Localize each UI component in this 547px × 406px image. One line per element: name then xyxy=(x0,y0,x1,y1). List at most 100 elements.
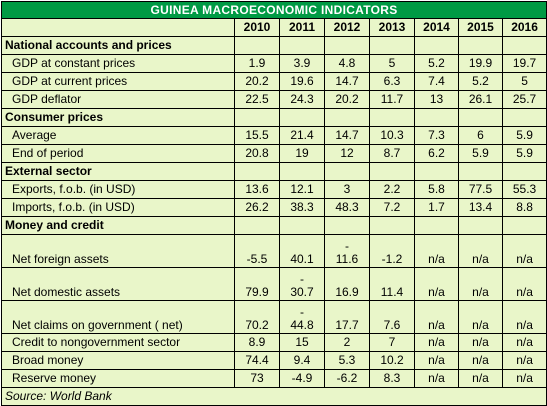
value-cell: 2 xyxy=(324,333,370,352)
value-cell: n/a xyxy=(458,333,503,352)
value-cell: n/a xyxy=(414,333,459,352)
value-cell: 38.3 xyxy=(279,198,325,217)
value-cell: 5 xyxy=(501,72,547,91)
year-header: 2014 xyxy=(414,18,459,37)
value-cell: 15.5 xyxy=(234,126,280,145)
table-row: Net claims on government ( net) 70.2- 44.… xyxy=(1,300,547,334)
value-cell: 7 xyxy=(369,333,415,352)
section-header-cell xyxy=(369,36,415,55)
value-cell: 40.1 xyxy=(279,234,325,268)
row-label: GDP at constant prices xyxy=(1,54,235,73)
value-cell: 19 xyxy=(279,144,325,163)
year-header-row: 2010 2011 2012 2013 2014 2015 2016 xyxy=(1,18,547,37)
section-header-row: External sector xyxy=(1,162,547,181)
section-heading: National accounts and prices xyxy=(1,36,235,55)
value-cell: - 30.7 xyxy=(279,267,325,301)
value-cell: n/a xyxy=(458,234,503,268)
section-header-cell xyxy=(501,162,547,181)
section-header-cell xyxy=(279,36,325,55)
value-cell: 7.4 xyxy=(414,72,459,91)
table-row: Average 15.5 21.4 14.7 10.3 7.3 6 5.9 xyxy=(1,126,547,145)
value-cell: - 44.8 xyxy=(279,300,325,334)
value-cell: n/a xyxy=(458,300,503,334)
value-cell: 8.7 xyxy=(369,144,415,163)
value-cell: n/a xyxy=(501,351,547,370)
year-header: 2011 xyxy=(279,18,325,37)
row-label: GDP deflator xyxy=(1,90,235,109)
section-header-cell xyxy=(234,108,280,127)
table-row: Reserve money 73 -4.9 -6.2 8.3 n/a n/a n/a xyxy=(1,369,547,388)
value-cell: 14.7 xyxy=(324,126,370,145)
section-header-cell xyxy=(234,162,280,181)
value-cell: 5.9 xyxy=(501,144,547,163)
value-cell: 70.2 xyxy=(234,300,280,334)
value-cell: -1.2 xyxy=(369,234,415,268)
value-cell: 3 xyxy=(324,180,370,199)
section-header-cell xyxy=(458,36,503,55)
value-cell: 5.8 xyxy=(414,180,459,199)
value-cell: 11.7 xyxy=(369,90,415,109)
row-label: Exports, f.o.b. (in USD) xyxy=(1,180,235,199)
section-header-cell xyxy=(458,216,503,235)
value-cell: n/a xyxy=(501,267,547,301)
section-header-cell xyxy=(501,36,547,55)
value-cell: 25.7 xyxy=(501,90,547,109)
section-header-row: Consumer prices xyxy=(1,108,547,127)
table-row: Net foreign assets -5.5 40.1- 11.6 -1.2 n/a n… xyxy=(1,234,547,268)
value-cell: 3.9 xyxy=(279,54,325,73)
row-label: GDP at current prices xyxy=(1,72,235,91)
value-cell: n/a xyxy=(458,267,503,301)
row-label: Reserve money xyxy=(1,369,235,388)
value-cell: 19.6 xyxy=(279,72,325,91)
table-row: Broad money 74.4 9.4 5.3 10.2 n/a n/a n/a xyxy=(1,351,547,370)
value-cell: 22.5 xyxy=(234,90,280,109)
section-header-cell xyxy=(279,162,325,181)
table-title: GUINEA MACROECONOMIC INDICATORS xyxy=(0,1,547,19)
section-header-cell xyxy=(279,108,325,127)
row-label: Net domestic assets xyxy=(1,267,235,301)
section-header-cell xyxy=(414,108,459,127)
section-header-cell xyxy=(369,216,415,235)
table-row: GDP deflator 22.5 24.3 20.2 11.7 13 26.1 25.7 xyxy=(1,90,547,109)
value-cell: n/a xyxy=(414,351,459,370)
year-header: 2016 xyxy=(501,18,547,37)
section-header-cell xyxy=(458,162,503,181)
value-cell: 14.7 xyxy=(324,72,370,91)
section-header-cell xyxy=(324,108,370,127)
value-cell: 11.4 xyxy=(369,267,415,301)
value-cell: -5.5 xyxy=(234,234,280,268)
value-cell: 8.8 xyxy=(501,198,547,217)
row-label: Credit to nongovernment sector xyxy=(1,333,235,352)
section-header-cell xyxy=(369,162,415,181)
value-cell: 55.3 xyxy=(501,180,547,199)
value-cell: 5.2 xyxy=(414,54,459,73)
section-header-row: Money and credit xyxy=(1,216,547,235)
year-header: 2015 xyxy=(458,18,503,37)
value-cell: -4.9 xyxy=(279,369,325,388)
value-cell: 7.6 xyxy=(369,300,415,334)
value-cell: 7.3 xyxy=(414,126,459,145)
value-cell: n/a xyxy=(501,234,547,268)
value-cell: 12.1 xyxy=(279,180,325,199)
value-cell: 20.2 xyxy=(234,72,280,91)
section-heading: Money and credit xyxy=(1,216,235,235)
value-cell: 1.9 xyxy=(234,54,280,73)
value-cell: 73 xyxy=(234,369,280,388)
value-cell: 1.7 xyxy=(414,198,459,217)
title-row: GUINEA MACROECONOMIC INDICATORS xyxy=(0,1,547,19)
value-cell: n/a xyxy=(501,369,547,388)
value-cell: 13 xyxy=(414,90,459,109)
value-cell: n/a xyxy=(501,333,547,352)
table-row: GDP at current prices 20.2 19.6 14.7 6.3 7.4 5… xyxy=(1,72,547,91)
value-cell: 15 xyxy=(279,333,325,352)
value-cell: 19.9 xyxy=(458,54,503,73)
row-label: Net foreign assets xyxy=(1,234,235,268)
value-cell: 6.2 xyxy=(414,144,459,163)
value-cell: 10.3 xyxy=(369,126,415,145)
section-header-cell xyxy=(458,108,503,127)
table-row: End of period 20.8 19 12 8.7 6.2 5.9 5.9 xyxy=(1,144,547,163)
row-label: Average xyxy=(1,126,235,145)
value-cell: 7.2 xyxy=(369,198,415,217)
